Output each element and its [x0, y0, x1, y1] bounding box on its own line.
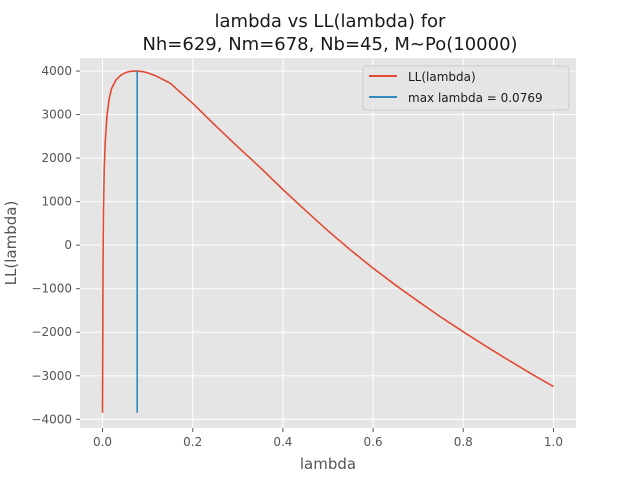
grid-lines: [80, 58, 576, 428]
y-tick-label: 3000: [41, 108, 72, 122]
y-tick-label: −4000: [31, 412, 72, 426]
x-tick-label: 0.0: [93, 435, 112, 449]
x-tick-label: 1.0: [544, 435, 563, 449]
y-tick-label: −2000: [31, 325, 72, 339]
y-axis-label: LL(lambda): [2, 201, 20, 286]
x-tick-label: 0.4: [273, 435, 292, 449]
ll-lambda-line: [101, 70, 554, 413]
x-tick-label: 0.2: [183, 435, 202, 449]
legend-box: [362, 65, 570, 111]
y-tick-label: −3000: [31, 369, 72, 383]
y-ticks: −4000 −3000 −2000 −1000 0 1000 2000 3000 4000: [31, 64, 80, 426]
legend-label-max: max lambda = 0.0769: [408, 91, 543, 105]
x-ticks: 0.0 0.2 0.4 0.6 0.8 1.0: [93, 428, 563, 449]
y-tick-label: 2000: [41, 151, 72, 165]
y-tick-label: 0: [64, 238, 72, 252]
y-tick-label: −1000: [31, 282, 72, 296]
x-axis-label: lambda: [300, 455, 356, 473]
chart-title-line-1: lambda vs LL(lambda) for: [215, 11, 447, 32]
x-tick-label: 0.6: [364, 435, 383, 449]
chart-title-line-2: Nh=629, Nm=678, Nb=45, M~Po(10000): [142, 34, 517, 55]
plot-area: [80, 58, 576, 428]
legend: LL(lambda) max lambda = 0.0769: [362, 65, 570, 111]
series-layer: [101, 70, 554, 413]
x-tick-label: 0.8: [454, 435, 473, 449]
legend-label-ll: LL(lambda): [408, 70, 476, 84]
y-tick-label: 1000: [41, 195, 72, 209]
y-tick-label: 4000: [41, 64, 72, 78]
